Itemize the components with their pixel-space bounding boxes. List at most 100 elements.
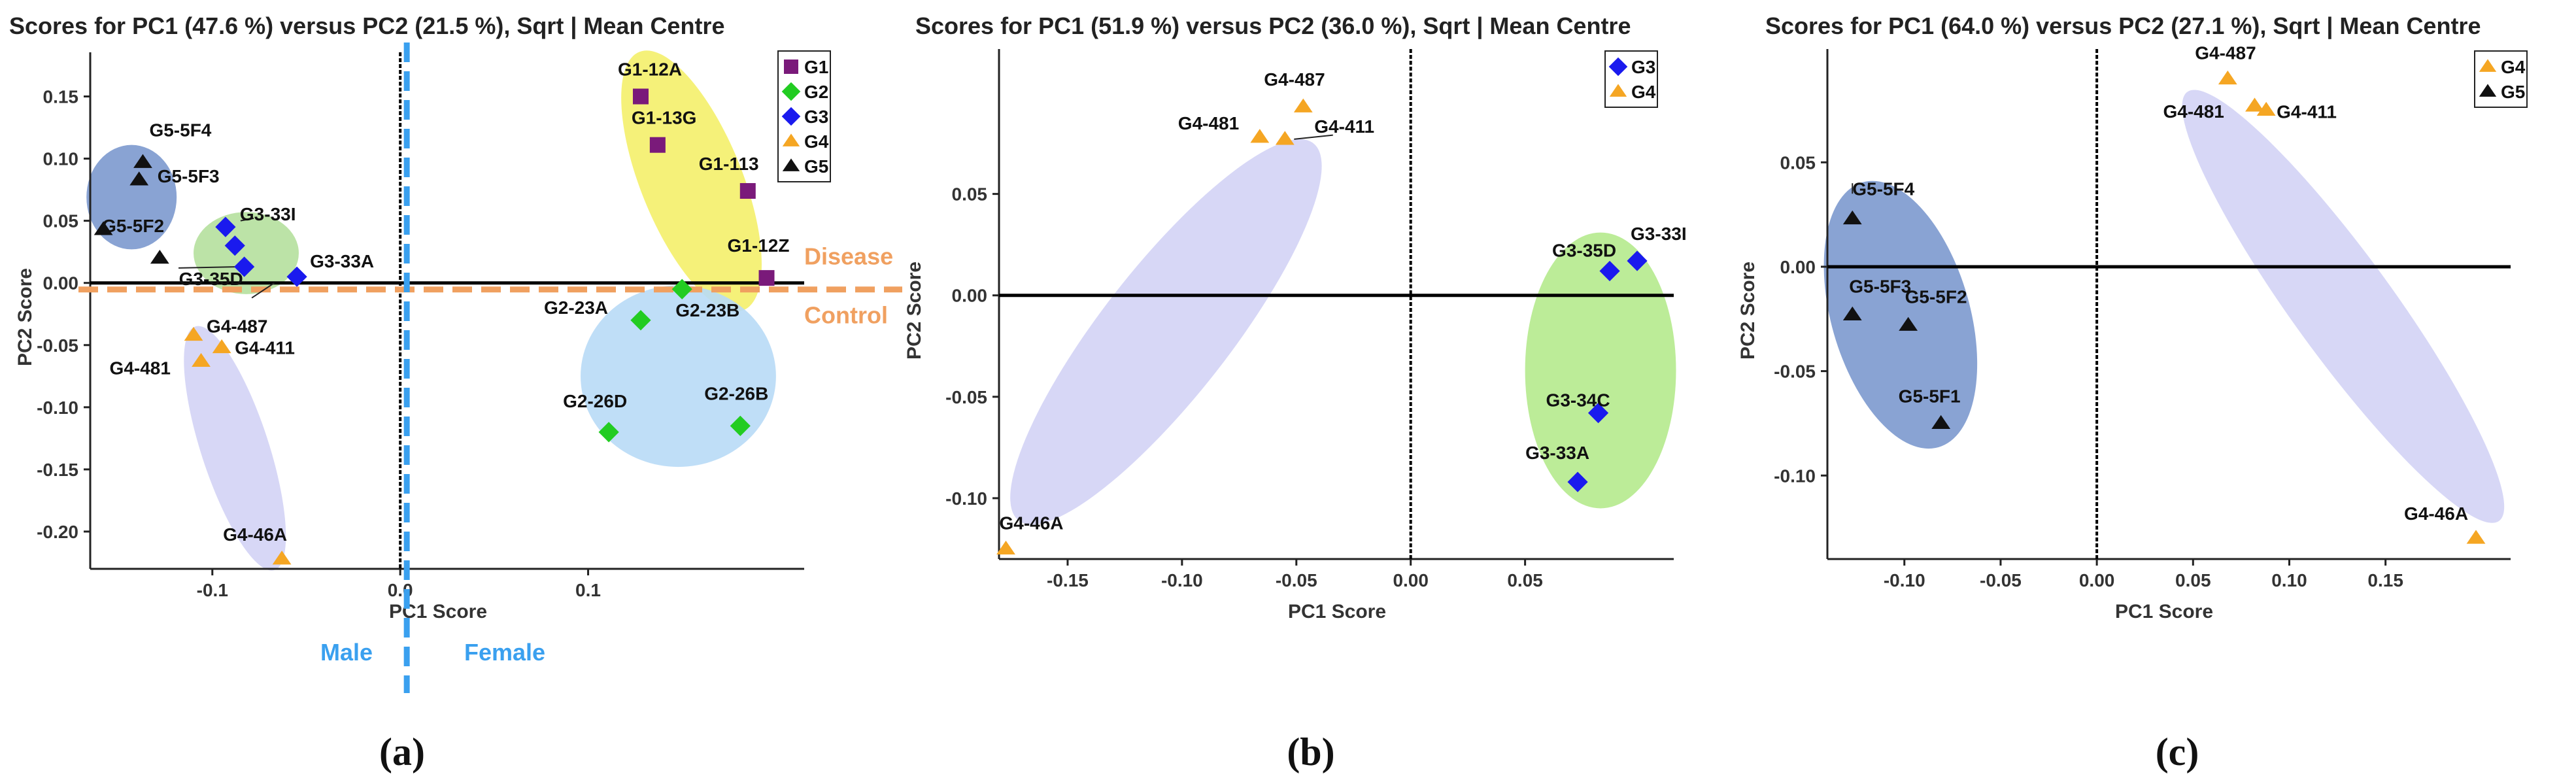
y-tick-label: -0.15	[37, 460, 78, 480]
point-label: G2-23A	[544, 298, 608, 318]
y-tick-label: -0.10	[1774, 466, 1816, 486]
x-tick-label: 0.05	[2175, 570, 2211, 590]
leader-line	[1294, 134, 1333, 140]
y-tick-label: -0.10	[945, 488, 987, 509]
point-label: G4-46A	[223, 524, 287, 545]
data-point-g2	[730, 415, 751, 436]
x-axis-label: PC1 Score	[389, 601, 487, 622]
point-label: G4-411	[1314, 116, 1374, 137]
point-label: G5-5F3	[158, 166, 220, 186]
legend-label: G5	[2501, 82, 2525, 102]
data-point-g5	[1842, 306, 1862, 320]
point-label: G5-5F4	[1852, 178, 1914, 199]
data-point-g3	[286, 266, 307, 287]
data-point-g4	[2256, 101, 2276, 116]
legend-label: G4	[1631, 82, 1656, 102]
point-label: G4-487	[2195, 43, 2256, 63]
group-ellipse	[2182, 90, 2505, 523]
y-tick-label: 0.05	[952, 184, 988, 205]
y-tick-label: 0.05	[43, 211, 79, 231]
legend-marker-g2	[781, 82, 801, 101]
point-label: G2-26B	[704, 383, 768, 403]
legend-label: G3	[1631, 57, 1655, 77]
point-label: G4-46A	[999, 513, 1063, 533]
y-axis-label: PC2 Score	[1737, 262, 1759, 360]
legend-label: G4	[2501, 57, 2526, 77]
point-label: G3-33A	[310, 251, 374, 271]
data-point-g4	[272, 551, 292, 565]
group-ellipse	[1010, 139, 1322, 525]
data-point-g1	[739, 183, 756, 199]
data-point-g1	[758, 270, 775, 286]
point-label: G5-5F2	[102, 216, 164, 236]
point-label: G3-33I	[1631, 224, 1687, 244]
x-axis-label: PC1 Score	[2115, 601, 2213, 622]
x-tick-label: 0.00	[2079, 570, 2115, 590]
data-point-g1	[649, 137, 666, 153]
legend-marker-g3	[1608, 57, 1628, 76]
point-label: G4-481	[110, 358, 171, 378]
legend-label: G4	[804, 131, 829, 152]
data-point-g3	[234, 256, 255, 277]
y-tick-label: -0.05	[1774, 362, 1816, 382]
group-ellipse	[86, 144, 177, 250]
group-ellipse	[1525, 232, 1676, 509]
data-point-g4	[184, 326, 203, 341]
data-point-g3	[224, 235, 245, 256]
point-label: G1-12A	[618, 60, 682, 80]
point-label: G3-35D	[179, 269, 243, 289]
point-label: G4-411	[235, 338, 295, 358]
chart-panel-3: -0.10 -0.05 0.00 0.05 0.10 0.15 -0.10 -0.05 0.00…	[1737, 12, 2528, 774]
chart-title: Scores for PC1 (64.0 %) versus PC2 (27.1…	[1765, 12, 2481, 40]
data-point-g3	[1567, 471, 1588, 492]
group-ellipse	[1823, 180, 1978, 449]
point-label: G5-5F3	[1849, 276, 1911, 296]
legend-label: G1	[804, 57, 828, 77]
data-point-g3	[215, 216, 236, 237]
male-label: Male	[320, 639, 373, 666]
point-label: G3-33I	[240, 204, 296, 224]
x-tick-label: -0.05	[1276, 570, 1317, 590]
point-label: G4-411	[2277, 101, 2337, 122]
leader-line	[178, 266, 239, 269]
y-tick-label: 0.00	[1780, 257, 1816, 277]
legend-label: G5	[804, 156, 828, 177]
point-label: G3-34C	[1546, 390, 1610, 411]
data-point-g1	[632, 88, 649, 105]
data-point-g2	[671, 279, 692, 299]
point-label: G4-481	[1178, 113, 1239, 133]
point-label: G4-481	[2163, 101, 2224, 122]
data-point-g2	[598, 422, 619, 443]
x-tick-label: 0.00	[1393, 570, 1429, 590]
group-ellipse	[184, 326, 286, 571]
point-label: G1-12Z	[728, 235, 790, 256]
legend-marker-g1	[784, 60, 798, 74]
point-label: G5-5F4	[149, 120, 211, 140]
data-point-g4	[2218, 70, 2237, 85]
data-point-g2	[630, 310, 651, 331]
data-point-g5	[133, 154, 152, 168]
group-ellipse	[194, 212, 299, 294]
x-tick-label: 0.15	[2367, 570, 2403, 590]
data-point-g3	[1627, 250, 1648, 271]
data-point-g5	[93, 221, 113, 235]
data-point-g4	[1293, 98, 1313, 112]
legend-marker-g4	[2479, 59, 2497, 72]
legend-marker-g4	[1609, 84, 1627, 97]
point-label: G4-46A	[2404, 503, 2468, 524]
leader-line	[251, 282, 275, 299]
group-ellipse	[621, 50, 762, 312]
point-label: G4-487	[207, 316, 267, 337]
x-tick-label: -0.1	[197, 580, 228, 600]
data-point-g4	[212, 339, 231, 354]
data-point-g3	[1599, 260, 1620, 282]
point-label: G3-33A	[1525, 443, 1589, 463]
chart-title: Scores for PC1 (51.9 %) versus PC2 (36.0…	[915, 12, 1631, 40]
y-axis-label: PC2 Score	[14, 268, 36, 366]
x-tick-label: -0.10	[1161, 570, 1203, 590]
data-point-g5	[129, 171, 149, 186]
y-tick-label: -0.05	[945, 387, 987, 407]
data-point-g4	[2466, 530, 2486, 544]
x-tick-label: -0.05	[1980, 570, 2022, 590]
